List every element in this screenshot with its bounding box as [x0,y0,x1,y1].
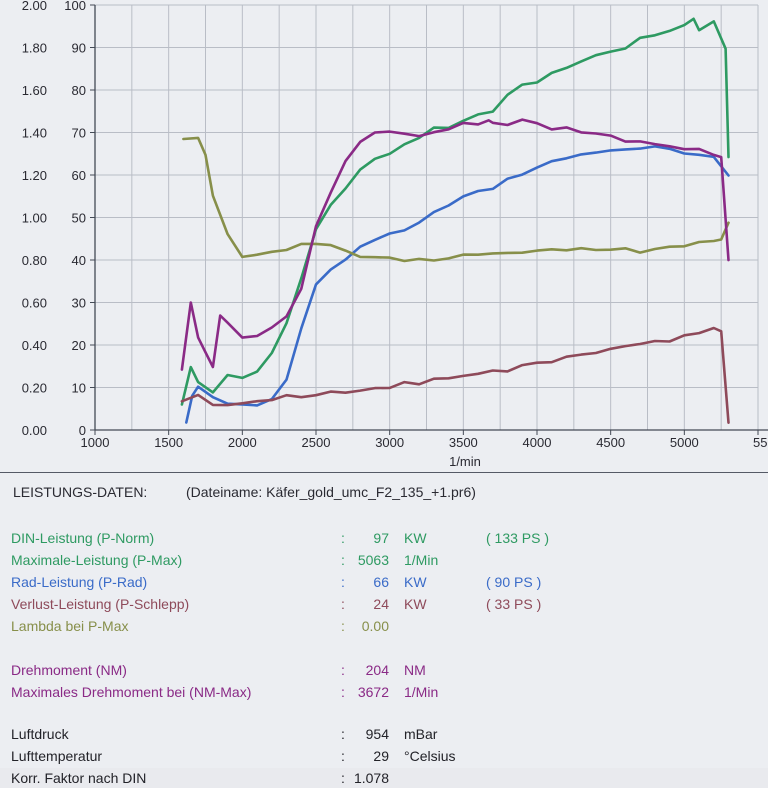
left-scale-tick-label: 1.60 [22,83,47,98]
row-label: Rad-Leistung (P-Rad) [11,574,148,590]
row-unit: KW [404,530,427,546]
row-colon: : [341,574,345,590]
report-row: Drehmoment (NM): 204 NM [0,660,768,680]
row-colon: : [341,748,345,764]
report-row: Maximales Drehmoment bei (NM-Max):3672 1/… [0,682,768,702]
report-header: LEISTUNGS-DATEN: (Dateiname: Käfer_gold_… [0,482,768,502]
left-scale-tick-label: 1.40 [22,126,47,141]
left-scale-tick-label: 0.80 [22,253,47,268]
report-row: Maximale-Leistung (P-Max):5063 1/Min [0,550,768,570]
report-row: Lufttemperatur: 29 °Celsius [0,746,768,766]
row-value: 3672 [357,684,389,700]
left-scale-tick-label: 0.40 [22,338,47,353]
row-colon: : [341,618,345,634]
row-value: 66 [373,574,389,590]
series-line-2 [185,145,730,424]
row-value: 24 [373,596,389,612]
x-tick-label: 3500 [449,435,478,450]
report-header-label: LEISTUNGS-DATEN: [13,484,148,500]
series-line-5 [180,118,730,371]
row-ps-value: ( 90 PS ) [486,574,542,590]
chart-series [180,17,730,425]
x-tick-label: 4500 [596,435,625,450]
row-label: Drehmoment (NM) [11,662,127,678]
right-scale-tick-label: 90 [72,41,86,56]
row-value: 29 [373,748,389,764]
right-scale-tick-label: 80 [72,83,86,98]
x-tick-label: 4000 [523,435,552,450]
row-colon: : [341,684,345,700]
row-ps-value: ( 33 PS ) [486,596,542,612]
left-scale-tick-label: 1.00 [22,211,47,226]
report-row: Verlust-Leistung (P-Schlepp): 24 KW ( 33 PS… [0,594,768,614]
row-label: Luftdruck [11,726,69,742]
right-scale-tick-label: 60 [72,168,86,183]
row-label: Lufttemperatur [11,748,103,764]
row-label: DIN-Leistung (P-Norm) [11,530,155,546]
row-colon: : [341,726,345,742]
right-scale-tick-label: 10 [72,381,86,396]
row-label: Lambda bei P-Max [11,618,129,634]
row-unit: 1/Min [404,684,439,700]
row-value: 1.078 [353,770,389,786]
left-scale-tick-label: 1.80 [22,41,47,56]
x-tick-label: 2000 [228,435,257,450]
row-colon: : [341,530,345,546]
x-tick-label: 2500 [302,435,331,450]
x-axis-label: 1/min [449,454,481,469]
x-tick-label: 1000 [81,435,110,450]
row-unit: NM [404,662,426,678]
left-scale-tick-label: 0.00 [22,423,47,438]
left-scale-tick-label: 1.20 [22,168,47,183]
row-unit: 1/Min [404,552,439,568]
row-label: Maximales Drehmoment bei (NM-Max) [11,684,252,700]
right-scale-tick-label: 40 [72,253,86,268]
row-value: 5063 [357,552,389,568]
series-line-1 [180,17,730,406]
right-scale-tick-label: 30 [72,296,86,311]
row-value: 97 [373,530,389,546]
row-colon: : [341,662,345,678]
right-scale-tick-label: 20 [72,338,86,353]
row-label: Verlust-Leistung (P-Schlepp) [11,596,190,612]
chart-axes: 1000 1500 2000 2500 3000 3500 4000 4500 5000 55 0 1… [22,0,768,450]
right-scale-tick-label: 70 [72,126,86,141]
performance-data-panel: LEISTUNGS-DATEN: (Dateiname: Käfer_gold_… [0,476,768,786]
chart-bottom-rule [0,472,768,473]
row-colon: : [341,552,345,568]
row-value: 954 [365,726,389,742]
row-unit: KW [404,596,427,612]
report-row: Lambda bei P-Max:0.00 [0,616,768,636]
x-tick-label: 3000 [375,435,404,450]
x-tick-label: 1500 [154,435,183,450]
x-tick-label: 5000 [670,435,699,450]
left-scale-tick-label: 2.00 [22,0,47,13]
row-label: Maximale-Leistung (P-Max) [11,552,183,568]
row-unit: °Celsius [404,748,456,764]
right-scale-tick-label: 0 [79,423,86,438]
row-colon: : [341,596,345,612]
row-unit: KW [404,574,427,590]
row-value: 204 [365,662,389,678]
series-line-4 [182,136,730,263]
row-value: 0.00 [361,618,389,634]
row-ps-value: ( 133 PS ) [486,530,550,546]
right-scale-tick-label: 50 [72,211,86,226]
x-tick-label: 55 [753,435,767,450]
left-scale-tick-label: 0.60 [22,296,47,311]
report-row: Luftdruck: 954 mBar [0,724,768,744]
right-scale-tick-label: 100 [64,0,86,13]
row-label: Korr. Faktor nach DIN [11,770,147,786]
report-file-name: (Dateiname: Käfer_gold_umc_F2_135_+1.pr6… [186,484,476,500]
row-unit: mBar [404,726,438,742]
left-scale-tick-label: 0.20 [22,381,47,396]
report-row: Korr. Faktor nach DIN:1.078 [0,768,768,788]
series-line-3 [180,326,730,425]
report-row: DIN-Leistung (P-Norm): 97 KW ( 133 PS ) [0,528,768,548]
report-row: Rad-Leistung (P-Rad): 66 KW ( 90 PS ) [0,572,768,592]
power-curve-chart: 1000 1500 2000 2500 3000 3500 4000 4500 5000 55 0 1… [22,0,768,469]
